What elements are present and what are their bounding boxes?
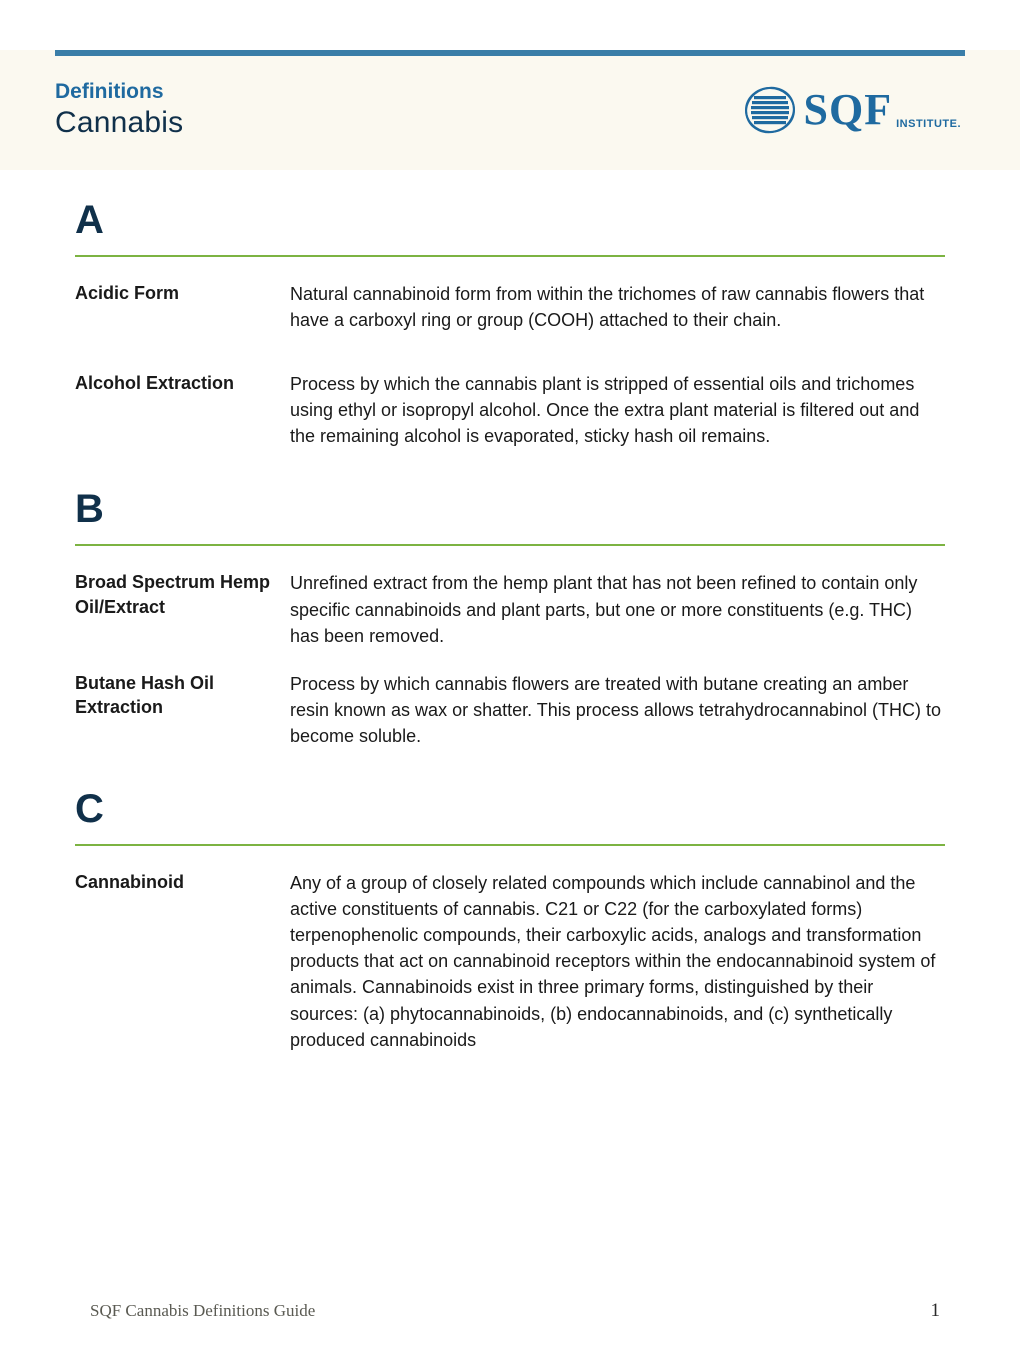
definition-term: Alcohol Extraction — [75, 371, 290, 449]
footer: SQF Cannabis Definitions Guide 1 — [0, 1300, 1020, 1322]
globe-icon — [744, 84, 796, 136]
title-block: Definitions Cannabis — [55, 80, 183, 140]
content: A Acidic FormNatural cannabinoid form fro… — [0, 170, 1020, 1053]
sqf-logo: SQF INSTITUTE. — [744, 84, 965, 136]
definition-term: Butane Hash Oil Extraction — [75, 671, 290, 749]
definition-term: Acidic Form — [75, 281, 290, 333]
letter-heading: A — [75, 198, 945, 243]
definition-body: Any of a group of closely related compou… — [290, 870, 945, 1053]
header-row: Definitions Cannabis SQF INSTITUTE. — [0, 56, 1020, 140]
section-rule — [75, 544, 945, 546]
logo-subtext: INSTITUTE. — [896, 118, 961, 130]
definition-row: Broad Spectrum Hemp Oil/ExtractUnrefined… — [75, 570, 945, 648]
section-rule — [75, 844, 945, 846]
definition-row: Alcohol ExtractionProcess by which the c… — [75, 371, 945, 449]
definitions-label: Definitions — [55, 80, 183, 104]
definition-term: Broad Spectrum Hemp Oil/Extract — [75, 570, 290, 648]
letter-heading: C — [75, 787, 945, 832]
definition-body: Unrefined extract from the hemp plant th… — [290, 570, 945, 648]
definition-body: Natural cannabinoid form from within the… — [290, 281, 945, 333]
footer-title: SQF Cannabis Definitions Guide — [90, 1301, 315, 1321]
header-band: Definitions Cannabis SQF INSTITUTE. — [0, 50, 1020, 170]
definition-term: Cannabinoid — [75, 870, 290, 1053]
page-title: Cannabis — [55, 106, 183, 140]
definition-body: Process by which the cannabis plant is s… — [290, 371, 945, 449]
footer-page-number: 1 — [931, 1300, 941, 1322]
definition-row: Acidic FormNatural cannabinoid form from… — [75, 281, 945, 333]
logo-text: SQF — [804, 88, 893, 132]
letter-heading: B — [75, 487, 945, 532]
definition-body: Process by which cannabis flowers are tr… — [290, 671, 945, 749]
definition-row: CannabinoidAny of a group of closely rel… — [75, 870, 945, 1053]
section-rule — [75, 255, 945, 257]
definition-row: Butane Hash Oil ExtractionProcess by whi… — [75, 671, 945, 749]
